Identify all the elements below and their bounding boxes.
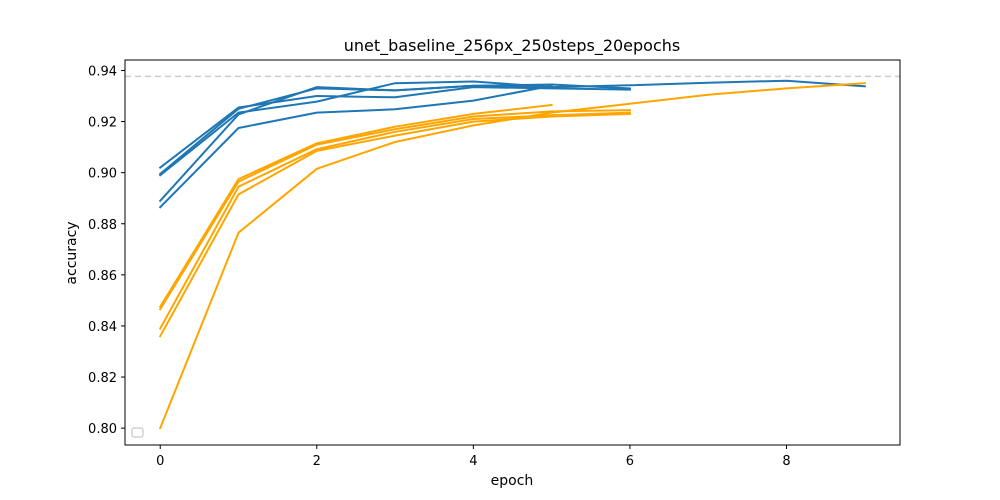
y-tick-label: 0.80: [88, 422, 117, 437]
x-tick-label: 4: [469, 454, 477, 469]
y-tick-label: 0.86: [88, 269, 117, 284]
chart-title: unet_baseline_256px_250steps_20epochs: [344, 36, 680, 56]
x-tick-label: 0: [156, 454, 164, 469]
series-line-1: [158, 86, 631, 170]
plot-area: [124, 59, 901, 446]
y-tick-label: 0.82: [88, 371, 117, 386]
y-tick-label: 0.92: [88, 116, 117, 131]
y-tick-label: 0.94: [88, 64, 117, 79]
legend-box: [131, 427, 144, 438]
series-layer: [125, 75, 900, 430]
series-line-5: [158, 84, 553, 209]
series-line-10: [158, 82, 866, 430]
series-line-9: [158, 112, 631, 338]
series-line-4: [158, 79, 866, 203]
series-line-7: [158, 109, 631, 311]
x-tick-label: 6: [626, 454, 634, 469]
series-line-6: [158, 103, 553, 309]
y-tick-label: 0.90: [88, 167, 117, 182]
axis-ticks: 0 2 4 6 8 0.80 0.82 0.84 0.86 0.88 0.90 0.92 0.94: [88, 64, 791, 469]
x-axis-label: epoch: [491, 473, 534, 489]
series-line-8: [158, 111, 631, 330]
y-tick-label: 0.84: [88, 320, 117, 335]
y-tick-label: 0.88: [88, 218, 117, 233]
x-tick-label: 2: [313, 454, 321, 469]
series-line-3: [158, 80, 553, 177]
x-tick-label: 8: [782, 454, 790, 469]
y-axis-label: accuracy: [64, 221, 80, 284]
